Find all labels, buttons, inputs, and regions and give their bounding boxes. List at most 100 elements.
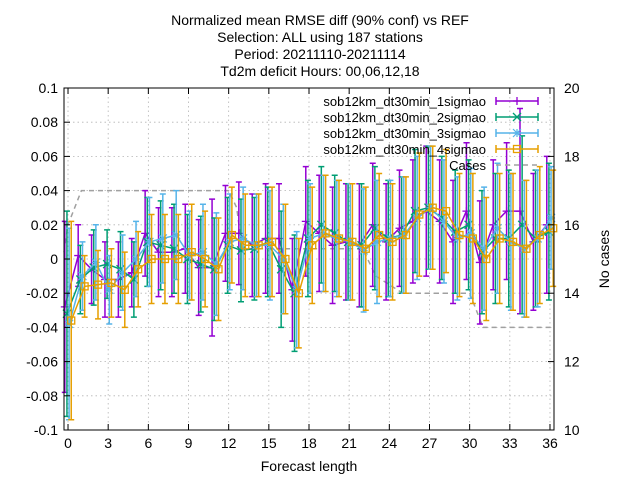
- legend-item: sob12km_dt30min_1sigmao: [323, 94, 539, 109]
- x-tick-label: 21: [341, 435, 357, 451]
- data-point: [91, 257, 101, 267]
- legend: sob12km_dt30min_1sigmaosob12km_dt30min_2…: [323, 94, 539, 173]
- data-point: [468, 234, 478, 243]
- data-point: [479, 244, 489, 254]
- data-point: [308, 241, 317, 250]
- data-point: [214, 265, 223, 274]
- data-point: [107, 278, 116, 288]
- y-tick-label: -0.06: [26, 354, 58, 370]
- data-point: [254, 241, 263, 250]
- y-tick-label: -0.1: [34, 422, 58, 438]
- data-point: [211, 259, 221, 269]
- data-point: [198, 247, 208, 257]
- data-point: [455, 230, 464, 240]
- title-line-1: Normalized mean RMSE diff (90% conf) vs …: [171, 12, 469, 28]
- data-point: [144, 237, 154, 247]
- data-point: [512, 112, 522, 122]
- title-line-2: Selection: ALL using 187 stations: [217, 29, 423, 45]
- x-tick-label: 3: [104, 435, 112, 451]
- series-4: [67, 145, 558, 421]
- legend-swatch: [495, 145, 539, 153]
- y-tick-label: 0.04: [31, 183, 58, 199]
- legend-label: Cases: [449, 158, 486, 173]
- data-point: [278, 254, 288, 264]
- legend-label: sob12km_dt30min_4sigmao: [323, 142, 486, 157]
- y2-tick-label: 16: [564, 217, 580, 233]
- y2-tick-label: 20: [564, 80, 580, 96]
- data-point: [426, 203, 435, 213]
- data-point: [80, 282, 89, 291]
- axis-ticks: 0 3 6 9 12 15 18 21 24 27 30 33 36-0.1-0.08-0.06-0.0…: [26, 80, 580, 451]
- cases-series: [63, 189, 554, 329]
- y2-axis-label: No cases: [596, 230, 612, 288]
- y2-tick-label: 10: [564, 422, 580, 438]
- data-point: [171, 230, 181, 240]
- x-tick-label: 0: [64, 435, 72, 451]
- data-point: [104, 285, 114, 295]
- series-3: [64, 145, 556, 421]
- x-tick-label: 33: [502, 435, 518, 451]
- legend-label: sob12km_dt30min_3sigmao: [323, 126, 486, 141]
- data-point: [319, 228, 328, 238]
- data-point: [321, 229, 330, 238]
- y-tick-label: 0.02: [31, 217, 58, 233]
- data-point: [238, 234, 248, 243]
- legend-item: sob12km_dt30min_4sigmao: [323, 142, 539, 157]
- data-point: [512, 144, 522, 154]
- legend-item: Cases: [449, 158, 538, 173]
- data-point: [361, 244, 370, 253]
- data-point: [147, 254, 156, 264]
- data-point: [120, 285, 129, 294]
- data-point: [508, 237, 518, 247]
- data-point: [372, 237, 382, 247]
- series-group: [60, 107, 558, 421]
- y2-tick-label: 14: [564, 285, 580, 301]
- data-point: [78, 271, 87, 281]
- data-point: [174, 254, 183, 264]
- data-point: [294, 289, 303, 298]
- data-point: [158, 234, 168, 243]
- data-point: [399, 230, 409, 240]
- x-tick-label: 18: [301, 435, 317, 451]
- title-line-4: Td2m deficit Hours: 00,06,12,18: [220, 63, 419, 79]
- x-tick-label: 30: [462, 435, 478, 451]
- data-point: [267, 237, 277, 247]
- x-tick-label: 12: [221, 435, 237, 451]
- data-point: [388, 237, 397, 247]
- data-point: [466, 228, 476, 238]
- data-point: [441, 206, 451, 216]
- y-tick-label: 0.06: [31, 148, 58, 164]
- x-tick-label: 15: [261, 435, 277, 451]
- legend-label: sob12km_dt30min_1sigmao: [323, 94, 486, 109]
- y-tick-label: 0: [50, 251, 58, 267]
- x-tick-label: 24: [382, 435, 398, 451]
- series-line: [70, 206, 554, 321]
- y-tick-label: 0.1: [39, 80, 59, 96]
- x-tick-label: 27: [422, 435, 438, 451]
- data-point: [375, 230, 384, 240]
- cases-line: [63, 189, 554, 329]
- data-point: [281, 254, 290, 264]
- y-tick-label: -0.04: [26, 319, 58, 335]
- legend-item: sob12km_dt30min_2sigmao: [323, 110, 539, 125]
- y-tick-label: -0.02: [26, 285, 58, 301]
- data-point: [428, 203, 437, 212]
- data-point: [200, 254, 210, 264]
- data-point: [512, 128, 522, 138]
- data-point: [67, 316, 76, 325]
- data-point: [482, 254, 491, 264]
- x-axis-label: Forecast length: [261, 458, 358, 474]
- title-line-3: Period: 20211110-20211114: [234, 46, 405, 62]
- data-point: [519, 244, 529, 254]
- data-point: [160, 254, 170, 264]
- data-point: [495, 234, 504, 243]
- data-point: [546, 213, 556, 223]
- data-point: [415, 210, 424, 219]
- y2-tick-label: 18: [564, 148, 580, 164]
- data-point: [187, 248, 196, 257]
- legend-item: sob12km_dt30min_3sigmao: [323, 126, 539, 141]
- y-tick-label: 0.08: [31, 114, 58, 130]
- x-tick-label: 9: [185, 435, 193, 451]
- data-point: [131, 254, 141, 264]
